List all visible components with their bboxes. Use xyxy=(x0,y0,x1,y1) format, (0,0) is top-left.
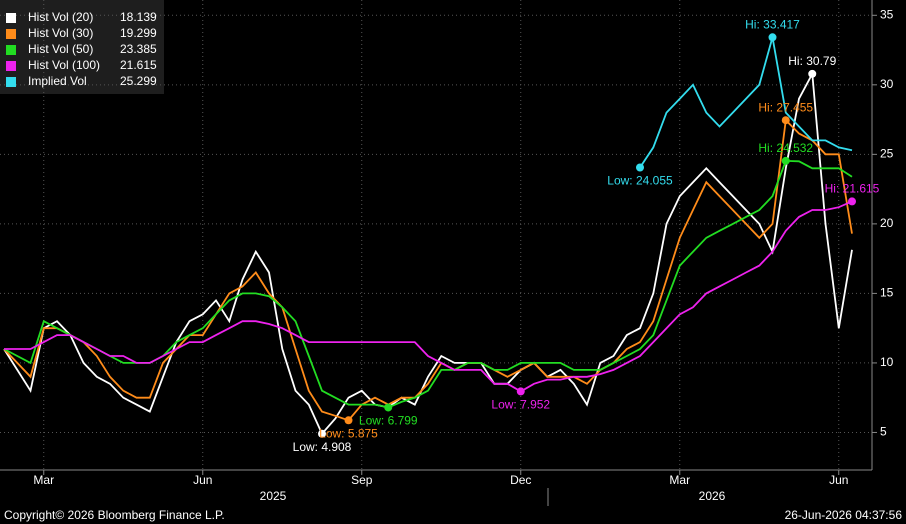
legend-label: Implied Vol xyxy=(28,74,87,88)
x-tick-label: Dec xyxy=(510,473,531,487)
legend-value: 23.385 xyxy=(120,42,157,56)
extreme-marker xyxy=(848,197,856,206)
extreme-label: Low: 6.799 xyxy=(359,414,418,428)
x-tick-label: Sep xyxy=(351,473,373,487)
y-tick-label: 5 xyxy=(880,425,887,439)
year-label: 2026 xyxy=(699,489,726,503)
series-line xyxy=(3,70,853,436)
extreme-marker xyxy=(516,387,525,396)
footer-right: 26-Jun-2026 04:37:56 xyxy=(785,508,903,522)
legend-swatch xyxy=(6,77,16,87)
legend-value: 25.299 xyxy=(120,74,157,88)
series-line xyxy=(639,37,853,168)
legend-value: 18.139 xyxy=(120,10,157,24)
y-tick-label: 10 xyxy=(880,355,894,369)
extreme-marker xyxy=(768,33,777,42)
series-line xyxy=(4,200,853,393)
legend-label: Hist Vol (20) xyxy=(28,10,93,24)
extreme-marker xyxy=(384,403,393,412)
y-tick-label: 20 xyxy=(880,216,894,230)
footer-left: Copyright© 2026 Bloomberg Finance L.P. xyxy=(4,508,225,522)
legend-swatch xyxy=(6,13,16,23)
extreme-marker xyxy=(344,416,353,425)
legend-value: 19.299 xyxy=(120,26,157,40)
legend-swatch xyxy=(6,29,16,39)
x-tick-label: Jun xyxy=(829,473,848,487)
legend-label: Hist Vol (100) xyxy=(28,58,100,72)
extreme-label: Hi: 24.532 xyxy=(758,141,813,155)
x-tick-label: Mar xyxy=(669,473,690,487)
y-tick-label: 35 xyxy=(880,7,894,21)
extreme-marker xyxy=(808,69,817,78)
legend-label: Hist Vol (50) xyxy=(28,42,93,56)
y-tick-label: 25 xyxy=(880,147,894,161)
y-tick-label: 15 xyxy=(880,286,894,300)
x-tick-label: Jun xyxy=(193,473,212,487)
extreme-label: Low: 4.908 xyxy=(293,440,352,454)
extreme-label: Hi: 30.79 xyxy=(788,54,836,68)
legend-swatch xyxy=(6,61,16,71)
legend-swatch xyxy=(6,45,16,55)
extreme-label: Low: 24.055 xyxy=(607,174,673,188)
extreme-label: Low: 5.875 xyxy=(319,426,378,440)
legend-value: 21.615 xyxy=(120,58,157,72)
extreme-marker xyxy=(636,163,644,172)
extreme-marker xyxy=(318,429,326,438)
x-tick-label: Mar xyxy=(33,473,54,487)
y-tick-label: 30 xyxy=(880,77,894,91)
series-line xyxy=(3,118,853,422)
extreme-marker xyxy=(781,156,790,165)
extreme-marker xyxy=(781,116,790,125)
extreme-label: Hi: 21.615 xyxy=(825,182,880,196)
year-label: 2025 xyxy=(260,489,287,503)
extreme-label: Hi: 27.455 xyxy=(758,100,813,114)
extreme-label: Hi: 33.417 xyxy=(745,17,800,31)
legend-label: Hist Vol (30) xyxy=(28,26,93,40)
extreme-label: Low: 7.952 xyxy=(491,398,550,412)
